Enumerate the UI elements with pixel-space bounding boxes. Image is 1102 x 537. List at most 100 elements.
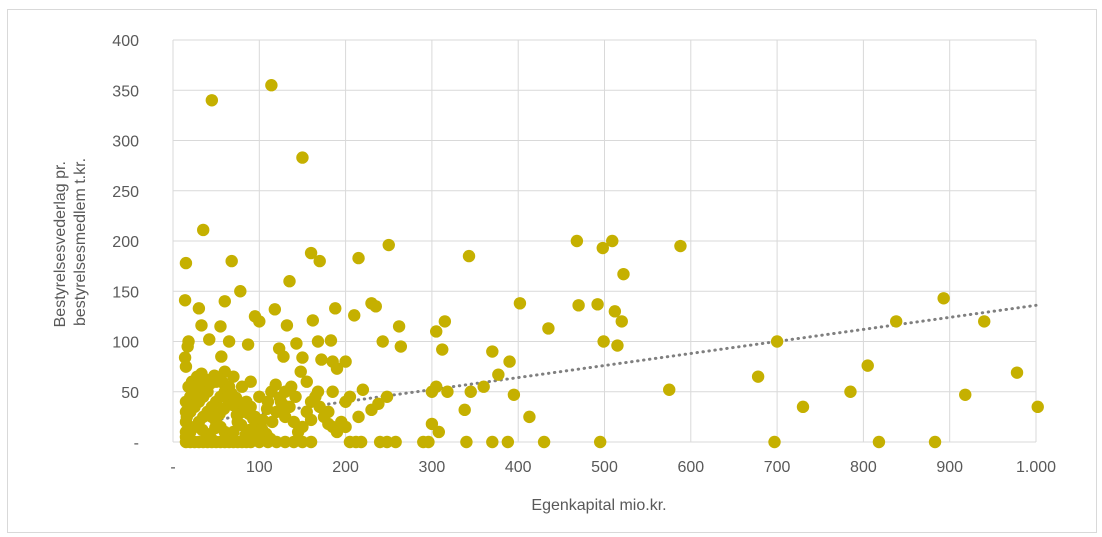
- data-point: [209, 421, 222, 435]
- data-point: [425, 417, 439, 431]
- data-point: [335, 415, 348, 429]
- data-point: [615, 315, 628, 328]
- data-point: [234, 285, 247, 298]
- data-point: [597, 335, 610, 348]
- data-point: [596, 241, 609, 255]
- data-point: [438, 315, 452, 328]
- data-point: [252, 427, 265, 441]
- data-point: [178, 294, 192, 307]
- y-tick-label: 250: [112, 184, 139, 201]
- x-tick-label: 1.000: [1016, 459, 1056, 476]
- data-point: [191, 378, 205, 391]
- data-point: [253, 390, 266, 403]
- data-point: [296, 351, 309, 364]
- y-axis-tick-labels: - 50 100 150 200 250 300 350 400: [112, 33, 139, 452]
- data-point: [460, 435, 473, 449]
- data-point: [180, 410, 194, 424]
- x-tick-label: 500: [591, 459, 618, 476]
- data-point: [226, 398, 239, 412]
- data-point: [436, 343, 449, 356]
- y-tick-label: 100: [112, 335, 139, 352]
- x-tick-label: 900: [936, 459, 963, 476]
- x-axis-title: Egenkapital mio.kr.: [531, 497, 666, 514]
- x-axis-tick-labels: - 100 200 300 400 500 600 700 800 900 1.000: [170, 459, 1056, 476]
- x-tick-label: 700: [764, 459, 791, 476]
- data-point: [178, 351, 192, 364]
- data-point: [796, 400, 810, 414]
- data-point: [372, 397, 385, 411]
- data-point: [462, 249, 476, 263]
- y-tick-label: 50: [121, 385, 139, 402]
- data-point: [937, 292, 950, 305]
- data-point: [241, 338, 255, 351]
- data-point: [326, 385, 339, 398]
- data-point: [260, 402, 274, 416]
- data-point: [570, 234, 584, 248]
- y-axis-title-line-2: bestyrelsesmedlem t.kr.: [72, 158, 89, 326]
- data-point: [179, 360, 193, 373]
- data-point: [306, 314, 320, 327]
- x-tick-label: -: [170, 459, 175, 476]
- y-axis-title: Bestyrelsesvederlag pr. bestyrelsesmedle…: [52, 157, 89, 328]
- data-point: [458, 403, 471, 417]
- data-point: [537, 435, 551, 449]
- data-point: [264, 432, 277, 446]
- data-point: [844, 385, 857, 398]
- data-point: [339, 355, 352, 368]
- data-point: [283, 275, 296, 288]
- data-point: [978, 315, 991, 328]
- data-point: [183, 400, 196, 414]
- data-point: [464, 385, 477, 398]
- data-point: [503, 355, 516, 368]
- data-point: [300, 405, 313, 419]
- data-point: [354, 435, 368, 449]
- data-point: [214, 320, 227, 333]
- data-point: [663, 383, 676, 396]
- data-point: [422, 435, 435, 449]
- data-point: [1010, 366, 1024, 379]
- data-point: [230, 408, 244, 422]
- data-point: [197, 223, 210, 237]
- data-point: [606, 234, 619, 248]
- x-tick-label: 300: [419, 459, 446, 476]
- data-point: [389, 435, 402, 449]
- data-point: [322, 405, 335, 419]
- data-point: [313, 254, 326, 268]
- data-point: [513, 297, 527, 310]
- data-point: [889, 315, 903, 328]
- data-point: [287, 435, 301, 449]
- data-point: [181, 340, 194, 353]
- data-point: [376, 335, 389, 348]
- data-point: [501, 435, 515, 449]
- data-point: [248, 310, 262, 323]
- data-point: [294, 365, 307, 378]
- y-tick-label: 350: [112, 83, 139, 100]
- data-point: [593, 435, 607, 449]
- data-point: [324, 334, 338, 347]
- data-point: [1031, 400, 1044, 414]
- y-tick-label: 200: [112, 234, 139, 251]
- data-point: [330, 362, 344, 375]
- data-point: [195, 319, 208, 332]
- data-point: [348, 309, 361, 322]
- data-point: [203, 333, 216, 346]
- x-tick-label: 100: [246, 459, 273, 476]
- data-point: [770, 335, 784, 348]
- data-point: [339, 395, 352, 408]
- data-point: [352, 251, 365, 265]
- x-tick-label: 400: [505, 459, 532, 476]
- data-point: [296, 420, 309, 434]
- data-point: [928, 435, 942, 449]
- data-point: [296, 435, 309, 449]
- data-point: [280, 319, 294, 332]
- data-point: [523, 410, 536, 424]
- data-point: [441, 385, 454, 398]
- x-tick-label: 800: [850, 459, 877, 476]
- data-point: [477, 380, 490, 393]
- data-point: [256, 413, 269, 427]
- data-point: [492, 368, 505, 381]
- data-point: [278, 399, 291, 413]
- data-point: [235, 380, 249, 393]
- data-point: [289, 390, 302, 403]
- data-point: [218, 295, 231, 308]
